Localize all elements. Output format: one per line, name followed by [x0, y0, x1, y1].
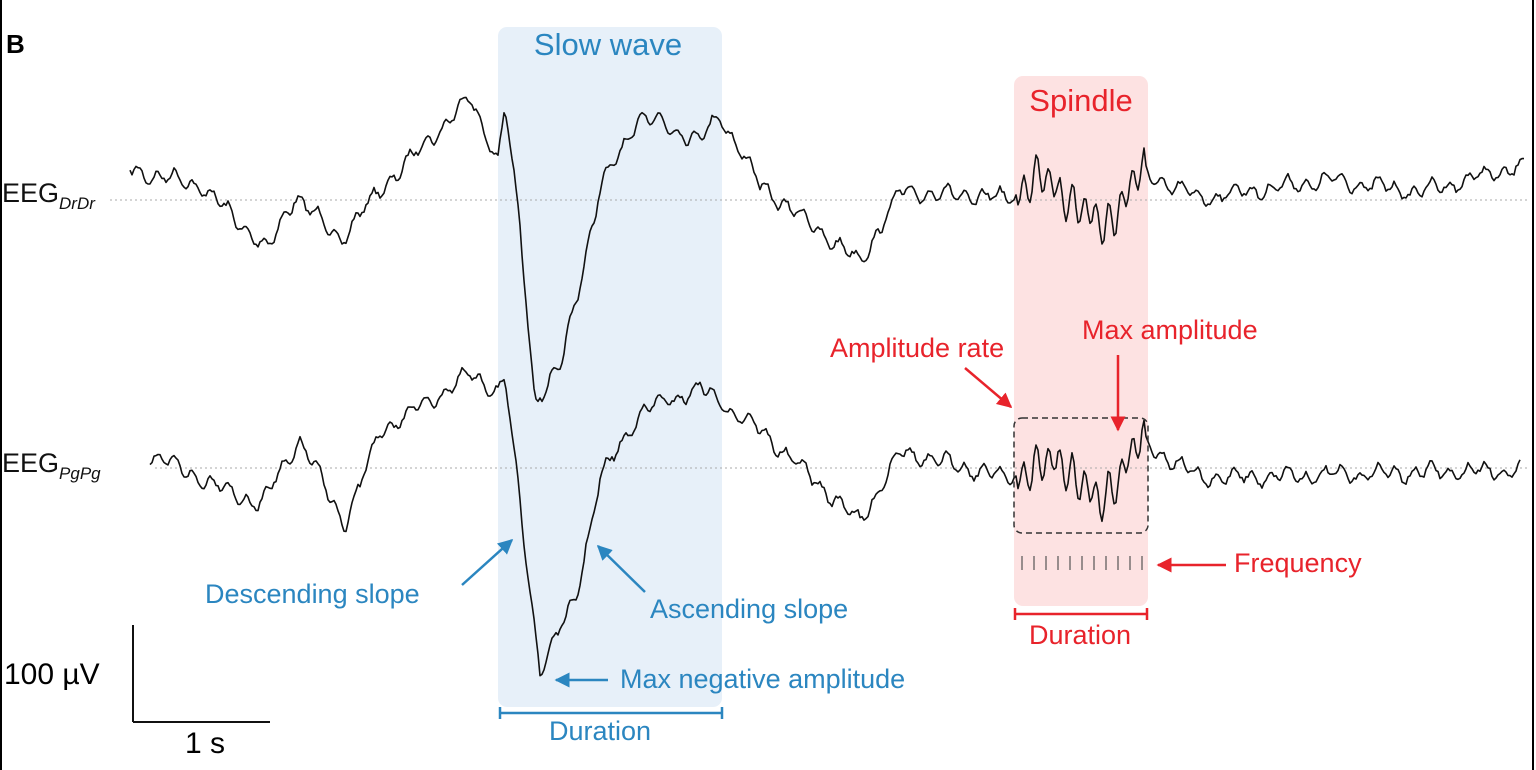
annotation: Descending slope — [205, 579, 420, 609]
annotation: Max amplitude — [1082, 315, 1258, 345]
annotation: Max negative amplitude — [620, 664, 905, 694]
duration-label: Duration — [1029, 620, 1131, 650]
arrow — [596, 544, 646, 593]
panel-label: B — [6, 29, 25, 59]
scale-time: 1 s — [185, 727, 225, 760]
scale-amplitude: 100 µV — [4, 658, 100, 691]
slow-wave-box — [498, 27, 722, 707]
channel-subscript: DrDr — [59, 194, 96, 213]
arrow — [461, 538, 514, 586]
duration-label: Duration — [549, 716, 651, 746]
frequency-ticks — [1021, 556, 1143, 570]
slow-wave-label: Slow wave — [534, 27, 682, 62]
amplitude-box — [1013, 417, 1149, 534]
annotation: Ascending slope — [650, 594, 848, 624]
channel-subscript: PgPg — [59, 464, 101, 483]
channel-label: EEGDrDr — [2, 178, 96, 213]
arrow — [964, 367, 1013, 408]
channel-name: EEG — [2, 448, 59, 478]
channel-label: EEGPgPg — [2, 448, 101, 483]
annotation: Amplitude rate — [830, 333, 1004, 363]
eeg-trace — [129, 96, 1524, 403]
eeg-trace — [149, 366, 1521, 677]
annotation: Frequency — [1234, 548, 1362, 578]
channel-name: EEG — [2, 178, 59, 208]
spindle-label: Spindle — [1029, 83, 1132, 118]
spindle-box — [1014, 76, 1148, 606]
